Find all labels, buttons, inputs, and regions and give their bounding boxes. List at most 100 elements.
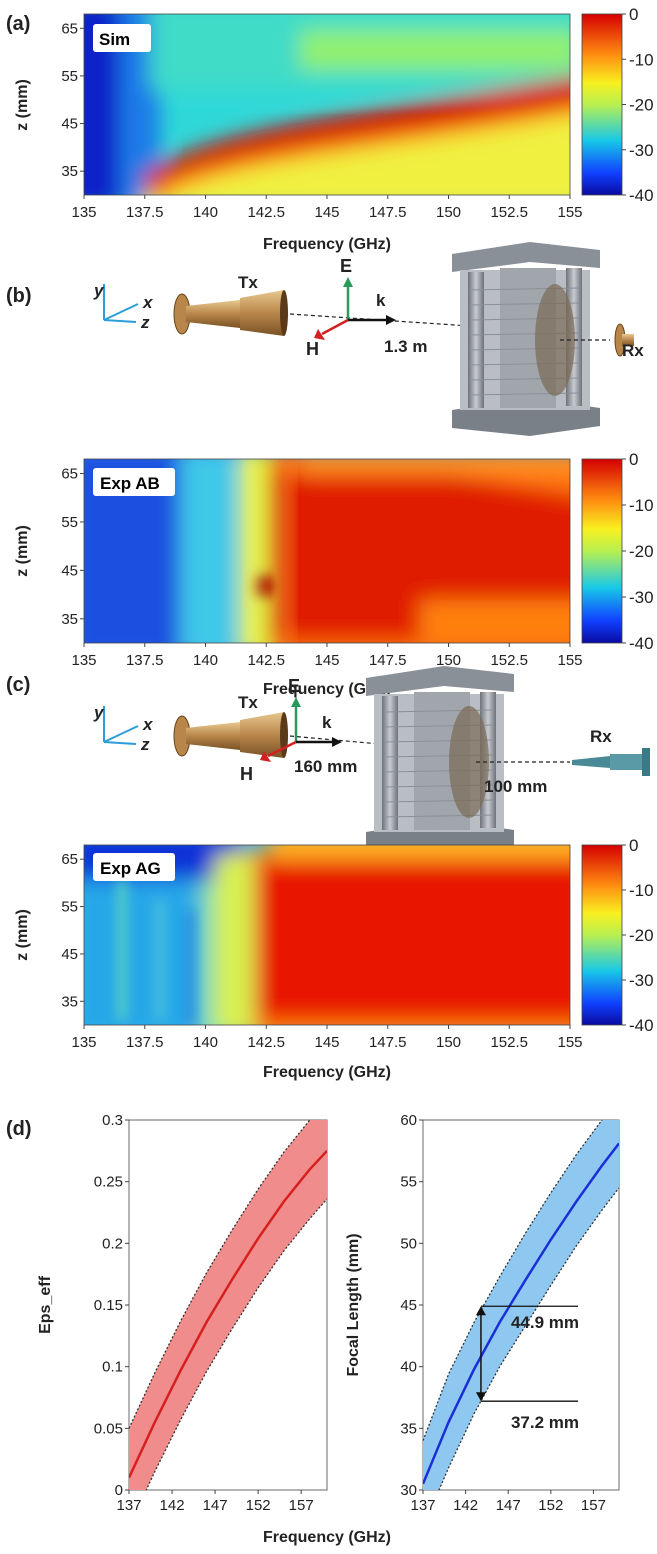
eps-band-upper [129, 1120, 311, 1429]
focal-y-tick-label: 35 [400, 1420, 417, 1437]
x-axis-label-b: Frequency (GHz) [263, 681, 391, 698]
eps-line [129, 1149, 327, 1479]
y-tick-label: 35 [61, 611, 78, 628]
x-tick-label: 142.5 [247, 1034, 285, 1051]
arrow-head-down [475, 1392, 486, 1402]
h-vector-c [267, 740, 297, 758]
y-tick-label: 45 [61, 562, 78, 579]
eps-y-tick-label: 0.25 [94, 1174, 123, 1191]
x-tick-label: 150 [436, 652, 461, 669]
x-tick-label: 140 [193, 652, 218, 669]
eps-x-tick-label: 142 [160, 1497, 185, 1514]
x-tick-label: 155 [557, 652, 582, 669]
eps-band-lower [145, 1198, 327, 1490]
x-tick-label: 140 [193, 204, 218, 221]
x-tick-label: 150 [436, 204, 461, 221]
x-tick-label: 152.5 [490, 1034, 528, 1051]
cbar-tick-label: -10 [629, 496, 654, 515]
x-tick-label: 147.5 [369, 652, 407, 669]
focal-y-tick-label: 45 [400, 1297, 417, 1314]
beam-path-b [289, 313, 471, 327]
panel-label-b: (b) [6, 285, 32, 307]
tx-label-b: Tx [238, 273, 258, 292]
focal-y-tick-label: 60 [400, 1112, 417, 1129]
x-tick-label: 155 [557, 204, 582, 221]
axis-y-label-b: y [93, 281, 105, 300]
focal-x-tick-label: 142 [453, 1497, 478, 1514]
x-tick-label: 137.5 [126, 204, 164, 221]
axis-y-label-c: y [93, 703, 105, 722]
rx-antenna-c [572, 748, 650, 776]
focal-y-tick-label: 50 [400, 1235, 417, 1252]
y-axis-label-a: z (mm) [14, 79, 31, 131]
eps-y-tick-label: 0.2 [102, 1235, 123, 1252]
y-tick-label: 65 [61, 466, 78, 483]
cbar-tick-label: 0 [629, 450, 638, 469]
tag-box-a [93, 24, 151, 52]
tx-label-c: Tx [238, 693, 258, 712]
x-tick-label: 142.5 [247, 652, 285, 669]
cbar-tick-label: -40 [629, 186, 654, 205]
y-axis-label-focal: Focal Length (mm) [345, 1233, 362, 1376]
x-axis-label-a: Frequency (GHz) [263, 236, 391, 253]
colorbar-b [581, 458, 623, 644]
x-tick-label: 152.5 [490, 204, 528, 221]
cbar-tick-label: -40 [629, 1016, 654, 1035]
y-tick-label: 35 [61, 993, 78, 1010]
x-tick-label: 147.5 [369, 204, 407, 221]
colorbar-c [581, 844, 623, 1026]
setup-c-diagram: y x z Tx E H k 160 mm [93, 666, 650, 858]
tag-box-c [93, 853, 175, 881]
h-vector-b [321, 318, 349, 336]
eps-y-tick-label: 0.15 [94, 1297, 123, 1314]
x-tick-label: 152.5 [490, 652, 528, 669]
cbar-tick-label: 0 [629, 836, 638, 855]
axis-x-label-c: x [142, 715, 154, 734]
rx-label-b: Rx [622, 341, 644, 360]
tx-horn-b [173, 290, 288, 336]
distance-rx-label-c: 100 mm [484, 777, 547, 796]
x-tick-label: 135 [71, 1034, 96, 1051]
colorbar-a [581, 13, 623, 196]
focal-y-tick-label: 40 [400, 1359, 417, 1376]
cbar-tick-label: -20 [629, 96, 654, 115]
axis-x-label-b: x [142, 293, 154, 312]
line-chart-eps: 137 142 147 152 157 0 0.05 0.1 0.15 0.2 0.25 0.3 Ep… [37, 1112, 328, 1514]
tag-box-b [93, 468, 175, 496]
heatmap-c: 135 137.5 140 142.5 145 147.5 150 152.5 155 35 45 5… [14, 836, 654, 1081]
panel-label-c: (c) [6, 674, 30, 696]
focal-y-tick-label: 55 [400, 1174, 417, 1191]
y-tick-label: 65 [61, 20, 78, 37]
heatmap-tag-c: Exp AG [100, 859, 161, 878]
focal-line [423, 1142, 619, 1485]
x-axis-label-d: Frequency (GHz) [263, 1529, 391, 1546]
y-axis-label-b: z (mm) [14, 525, 31, 577]
focal-annotation-lower: 37.2 mm [511, 1413, 579, 1432]
distance-label-b: 1.3 m [384, 337, 427, 356]
cbar-tick-label: -10 [629, 50, 654, 69]
eps-y-tick-label: 0.1 [102, 1359, 123, 1376]
y-axis-label-c: z (mm) [14, 909, 31, 961]
line-chart-focal: 137 142 147 152 157 30 35 40 45 50 55 60 44.9 mm 37.2… [345, 1112, 620, 1514]
x-tick-label: 142.5 [247, 204, 285, 221]
x-axis-label-c: Frequency (GHz) [263, 1064, 391, 1081]
axis-z-label-c: z [140, 735, 150, 754]
x-tick-label: 140 [193, 1034, 218, 1051]
eps-x-tick-label: 152 [246, 1497, 271, 1514]
panel-label-d: (d) [6, 1118, 32, 1140]
distance-tx-label-c: 160 mm [294, 757, 357, 776]
k-label-c: k [322, 713, 332, 732]
k-label-b: k [376, 291, 386, 310]
panel-label-a: (a) [6, 13, 30, 35]
eps-y-tick-label: 0.3 [102, 1112, 123, 1129]
x-tick-label: 147.5 [369, 1034, 407, 1051]
x-tick-label: 145 [314, 204, 339, 221]
cbar-tick-label: -30 [629, 971, 654, 990]
arrow-head-up [475, 1306, 486, 1316]
focal-annotation-upper: 44.9 mm [511, 1313, 579, 1332]
x-tick-label: 145 [314, 1034, 339, 1051]
eps-x-tick-label: 157 [289, 1497, 314, 1514]
x-tick-label: 137.5 [126, 1034, 164, 1051]
focal-band-lower [438, 1187, 619, 1490]
